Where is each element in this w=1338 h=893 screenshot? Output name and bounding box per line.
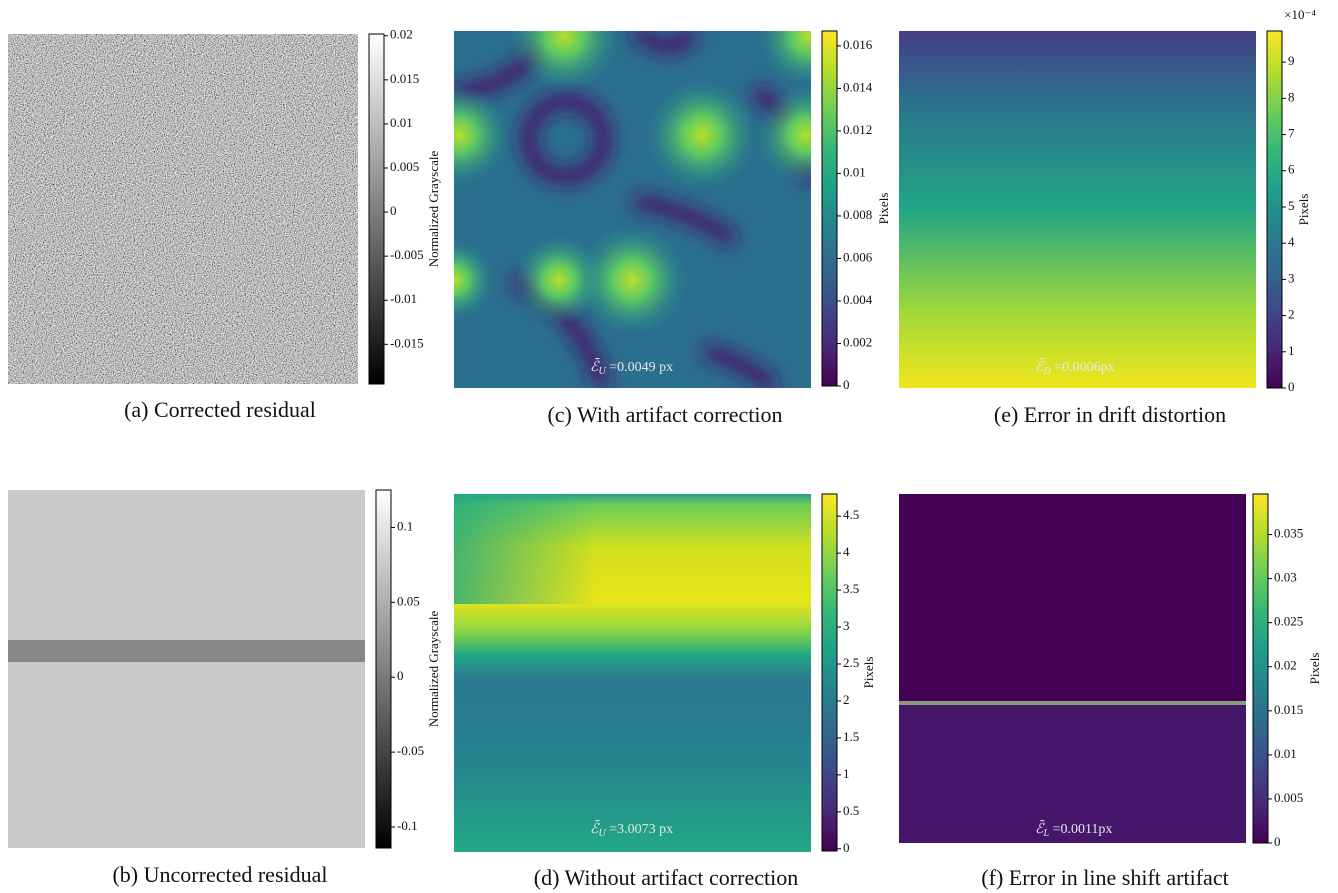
colorbar-tick-label: 0.01 <box>1274 746 1297 761</box>
colorbar-tick-label: 4.5 <box>843 507 859 522</box>
annotation: ℰ̄U =0.0049 px <box>590 358 673 378</box>
image-f <box>899 494 1246 843</box>
colorbar-tick-label: 0.012 <box>843 122 872 137</box>
colorbar-tick-label: 5 <box>1288 198 1295 213</box>
caption: (d) Without artifact correction <box>534 865 798 890</box>
colorbar-tick-label: 0.015 <box>390 71 419 86</box>
colorbar-tick-label: 0.03 <box>1274 570 1297 585</box>
colorbar-tick-label: 0.1 <box>397 518 413 533</box>
colorbar-tick-label: 1 <box>1288 343 1295 358</box>
colorbar-tick-label: 0.008 <box>843 207 872 222</box>
annotation-symbol: ℰ̄ <box>1035 358 1045 376</box>
panel: 0.1 0.05 0 -0.05 -0.1 Normalized Grayscale (b)… <box>112 489 441 887</box>
colorbar-tick-label: 0.004 <box>843 292 873 307</box>
colorbar-tick-label: 0.005 <box>390 159 419 174</box>
colorbar-tick-label: -0.01 <box>390 291 417 306</box>
colorbar-tick-label: 0 <box>397 668 404 683</box>
annotation-subscript: U <box>598 828 606 839</box>
colorbar-tick-label: 0.02 <box>1274 658 1297 673</box>
colorbar-tick-label: 3 <box>843 618 850 633</box>
colorbar-tick-label: 9 <box>1288 53 1295 68</box>
annotation-text: =0.0006px <box>1051 360 1115 375</box>
colorbar-tick-label: 3 <box>1288 270 1295 285</box>
annotation-symbol: ℰ̄ <box>590 358 600 376</box>
colorbar-tick-label: 0.006 <box>843 249 873 264</box>
colorbar-tick-label: 0.5 <box>843 803 859 818</box>
colorbar-tick-label: 0.01 <box>843 164 866 179</box>
colorbar-label: Normalized Grayscale <box>426 610 441 727</box>
colorbar-label: Pixels <box>876 193 891 225</box>
colorbar-tick-label: 0.015 <box>1274 702 1303 717</box>
image-a <box>8 34 358 384</box>
panel: 0 0.002 0.004 0.006 0.008 0.01 0.012 0.014 0.016… <box>547 30 891 427</box>
colorbar-tick-label: -0.005 <box>390 247 424 262</box>
colorbar-tick-label: -0.015 <box>390 335 424 350</box>
colorbar-tick-label: 0 <box>390 203 397 218</box>
image-c <box>454 31 811 388</box>
colorbar-tick-label: 8 <box>1288 89 1295 104</box>
colorbar-tick-label: 1.5 <box>843 729 859 744</box>
colorbar <box>1266 30 1283 389</box>
annotation-symbol: ℰ̄ <box>590 820 600 838</box>
annotation-subscript: U <box>598 366 606 377</box>
image-b <box>8 490 365 848</box>
colorbar-label: Pixels <box>1296 194 1311 226</box>
caption: (a) Corrected residual <box>124 397 316 422</box>
panel: 0 1 2 3 4 5 6 7 8 9 Pixels (e) Error in drift disto… <box>994 7 1316 427</box>
annotation-text: =0.0011px <box>1049 822 1112 837</box>
annotation-subscript: L <box>1042 828 1049 839</box>
colorbar-tick-label: 3.5 <box>843 581 859 596</box>
annotation-symbol: ℰ̄ <box>1035 820 1045 838</box>
annotation: ℰ̄D =0.0006px <box>1035 358 1115 378</box>
panel: 0 0.005 0.01 0.015 0.02 0.025 0.03 0.035 Pixels (… <box>981 493 1322 890</box>
colorbar-tick-label: 6 <box>1288 162 1295 177</box>
colorbar <box>1252 493 1269 844</box>
colorbar-tick-label: 4 <box>843 544 850 559</box>
colorbar-label: Normalized Grayscale <box>426 150 441 267</box>
colorbar-tick-label: 0.02 <box>390 27 413 42</box>
colorbar-tick-label: 0.01 <box>390 115 413 130</box>
annotation-text: =0.0049 px <box>606 360 673 375</box>
colorbar-tick-label: 0 <box>1274 834 1281 849</box>
colorbar-tick-label: 0.014 <box>843 79 873 94</box>
annotation: ℰ̄L =0.0011px <box>1035 820 1112 840</box>
caption: (b) Uncorrected residual <box>112 862 327 887</box>
annotation: ℰ̄U =3.0073 px <box>590 820 673 840</box>
colorbar-tick-label: -0.1 <box>397 818 418 833</box>
colorbar <box>375 489 392 849</box>
colorbar-tick-label: 0.002 <box>843 334 872 349</box>
colorbar-tick-label: 1 <box>843 766 850 781</box>
annotation-subscript: D <box>1042 366 1051 377</box>
colorbar-tick-label: 2 <box>843 692 850 707</box>
colorbar-tick-label: 2.5 <box>843 655 859 670</box>
colorbar-label: Pixels <box>1307 653 1322 685</box>
colorbar-tick-label: -0.05 <box>397 743 424 758</box>
colorbar <box>368 33 385 385</box>
colorbar-tick-label: 2 <box>1288 307 1295 322</box>
panel: 0.02 0.015 0.01 0.005 0 -0.005 -0.01 -0.015 Norm… <box>124 27 441 422</box>
colorbar-tick-label: 0.035 <box>1274 526 1303 541</box>
caption: (f) Error in line shift artifact <box>981 865 1228 890</box>
colorbar-tick-label: 0.016 <box>843 37 873 52</box>
colorbar-multiplier: ×10⁻⁴ <box>1284 7 1316 22</box>
colorbar-tick-label: 0.025 <box>1274 614 1303 629</box>
caption: (c) With artifact correction <box>547 402 782 427</box>
caption: (e) Error in drift distortion <box>994 402 1226 427</box>
colorbar-tick-label: 7 <box>1288 126 1295 141</box>
image-e <box>899 31 1256 388</box>
colorbar-tick-label: 0 <box>1288 379 1295 394</box>
colorbar <box>821 30 838 387</box>
annotation-text: =3.0073 px <box>606 822 673 837</box>
colorbar <box>821 493 838 852</box>
colorbar-label: Pixels <box>861 657 876 689</box>
colorbar-tick-label: 0.05 <box>397 593 420 608</box>
colorbar-tick-label: 0 <box>843 840 850 855</box>
colorbar-tick-label: 0 <box>843 377 850 392</box>
colorbar-tick-label: 0.005 <box>1274 790 1303 805</box>
panel: 0 0.5 1 1.5 2 2.5 3 3.5 4 4.5 Pixels (d) Without ar… <box>534 493 876 890</box>
image-d <box>454 494 811 852</box>
colorbar-tick-label: 4 <box>1288 234 1295 249</box>
